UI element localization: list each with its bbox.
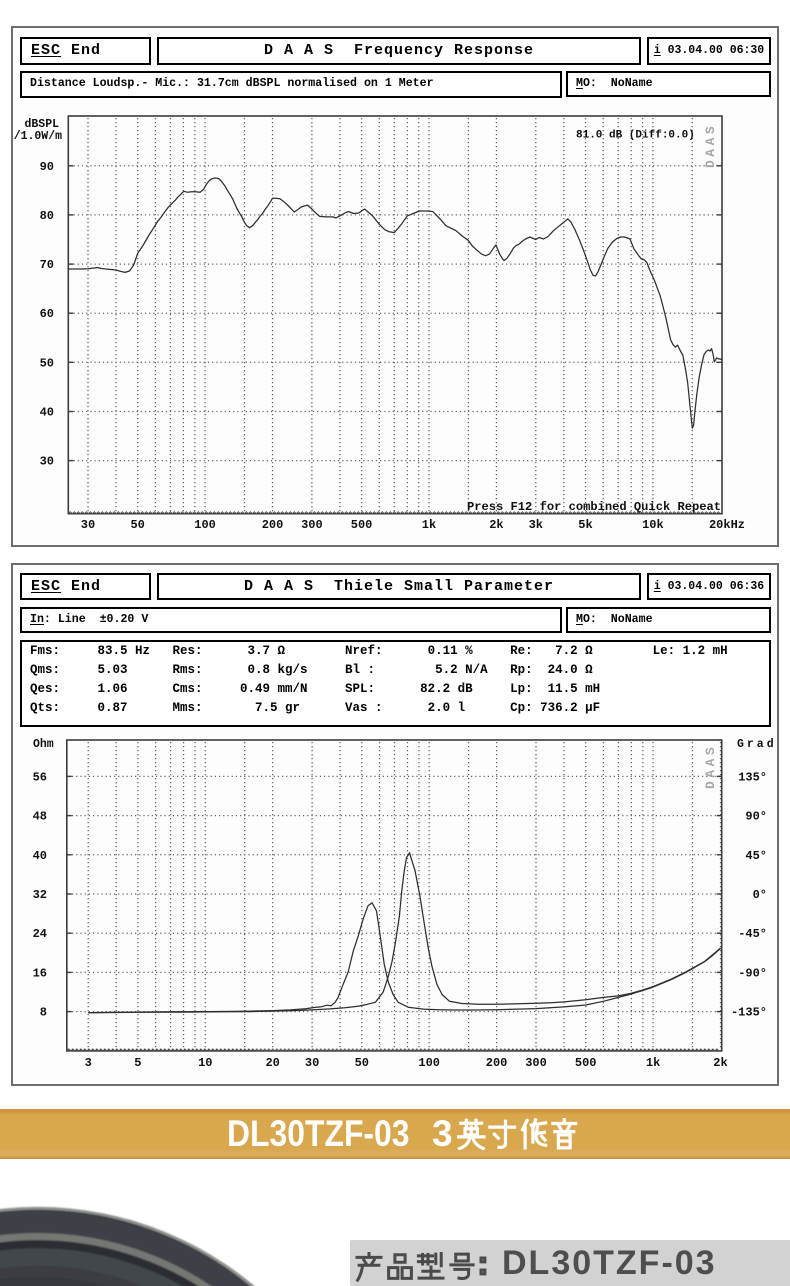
svg-text:50: 50	[355, 1056, 369, 1070]
svg-text:30: 30	[81, 518, 95, 532]
svg-text:500: 500	[351, 518, 373, 532]
svg-text:10k: 10k	[642, 518, 664, 532]
svg-text:90°: 90°	[745, 810, 767, 824]
svg-text:300: 300	[301, 518, 323, 532]
svg-text:100: 100	[194, 518, 216, 532]
svg-text:70: 70	[40, 258, 54, 272]
svg-text:200: 200	[486, 1056, 508, 1070]
svg-text:40: 40	[40, 406, 54, 420]
svg-text:135°: 135°	[738, 770, 767, 784]
svg-text:DAAS: DAAS	[703, 744, 718, 789]
svg-text:60: 60	[40, 307, 54, 321]
svg-text:Ohm: Ohm	[33, 738, 54, 751]
svg-text:2k: 2k	[713, 1056, 727, 1070]
svg-text:8: 8	[40, 1006, 47, 1020]
svg-text:1k: 1k	[646, 1056, 660, 1070]
svg-text:56: 56	[33, 770, 47, 784]
svg-text:30: 30	[305, 1056, 319, 1070]
svg-text:0°: 0°	[753, 888, 767, 902]
svg-text:10: 10	[198, 1056, 212, 1070]
svg-text:DAAS: DAAS	[703, 123, 718, 168]
svg-text:30: 30	[40, 455, 54, 469]
svg-text:-135°: -135°	[731, 1006, 767, 1020]
svg-text:2k: 2k	[489, 518, 503, 532]
svg-text:24: 24	[33, 927, 47, 941]
svg-text:20kHz: 20kHz	[709, 518, 745, 532]
svg-text:50: 50	[130, 518, 144, 532]
svg-text:200: 200	[262, 518, 284, 532]
svg-text:5: 5	[134, 1056, 141, 1070]
svg-text:Press F12 for combined Quick R: Press F12 for combined Quick Repeat	[467, 500, 721, 514]
svg-text:-90°: -90°	[738, 966, 767, 980]
svg-text:-45°: -45°	[738, 927, 767, 941]
svg-text:100: 100	[418, 1056, 440, 1070]
svg-text:45°: 45°	[745, 849, 767, 863]
svg-text:32: 32	[33, 888, 47, 902]
svg-text:40: 40	[33, 849, 47, 863]
svg-text:81.0 dB (Diff:0.0): 81.0 dB (Diff:0.0)	[576, 130, 695, 142]
svg-text:500: 500	[575, 1056, 597, 1070]
svg-text:16: 16	[33, 966, 47, 980]
svg-text:3k: 3k	[529, 518, 543, 532]
svg-text:48: 48	[33, 810, 47, 824]
svg-text:20: 20	[265, 1056, 279, 1070]
svg-text:300: 300	[525, 1056, 547, 1070]
svg-text:50: 50	[40, 356, 54, 370]
svg-text:1k: 1k	[422, 518, 436, 532]
svg-text:/1.0W/m: /1.0W/m	[14, 130, 62, 143]
svg-text:90: 90	[40, 160, 54, 174]
svg-text:dBSPL: dBSPL	[24, 118, 59, 131]
svg-text:3: 3	[85, 1056, 92, 1070]
svg-text:5k: 5k	[578, 518, 592, 532]
svg-text:80: 80	[40, 209, 54, 223]
svg-text:Grad: Grad	[737, 738, 777, 751]
